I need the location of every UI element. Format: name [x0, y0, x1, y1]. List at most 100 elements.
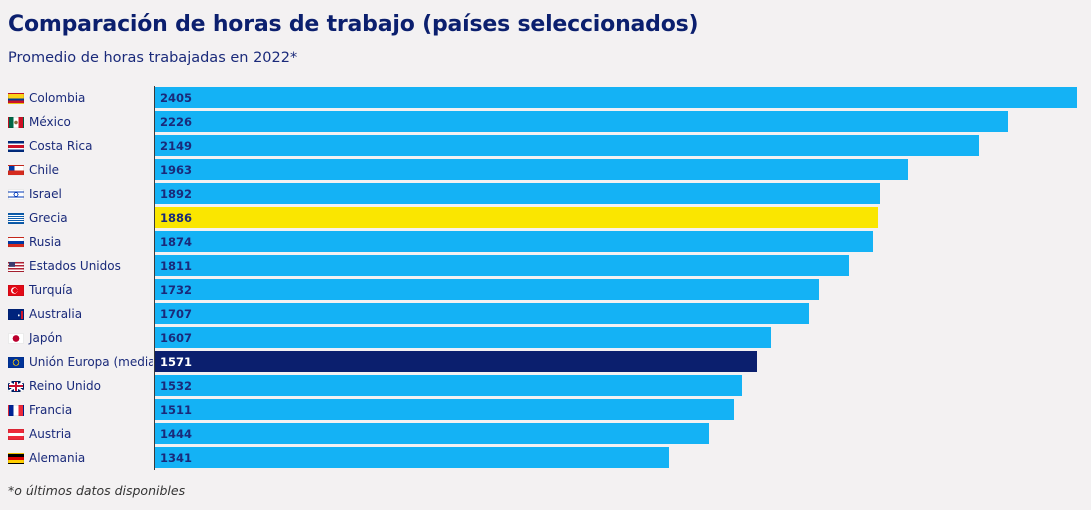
bar-value-label: 1511 — [160, 402, 193, 417]
category-label: Australia — [8, 302, 153, 326]
category-label-text: Estados Unidos — [29, 259, 121, 273]
bar: 1874 — [155, 231, 874, 252]
bar-value-label: 1874 — [160, 234, 193, 249]
turkey-flag-icon — [8, 284, 24, 296]
eu-flag-icon — [8, 356, 24, 368]
chart-title: Comparación de horas de trabajo (países … — [8, 12, 699, 37]
category-label-text: Francia — [29, 403, 73, 417]
category-label-text: Austria — [29, 427, 72, 441]
costa-rica-flag-icon — [8, 140, 24, 152]
bar-value-label: 1892 — [160, 186, 193, 201]
chart-row: Israel 1892 — [0, 182, 1091, 206]
israel-flag-icon — [8, 188, 24, 200]
bar-value-label: 1532 — [160, 378, 193, 393]
chart-row: Japón 1607 — [0, 326, 1091, 350]
chart-row: México 2226 — [0, 110, 1091, 134]
category-label: Reino Unido — [8, 374, 153, 398]
bar-value-label: 1963 — [160, 162, 193, 177]
usa-flag-icon — [8, 260, 24, 272]
chart-row: Rusia 1874 — [0, 230, 1091, 254]
category-label: Chile — [8, 158, 153, 182]
bar: 1892 — [155, 183, 881, 204]
category-label: Israel — [8, 182, 153, 206]
category-label: México — [8, 110, 153, 134]
bar: 2405 — [155, 87, 1077, 108]
bar-value-label: 1732 — [160, 282, 193, 297]
bar: 1732 — [155, 279, 819, 300]
chart-row: Francia 1511 — [0, 398, 1091, 422]
category-label-text: Reino Unido — [29, 379, 101, 393]
russia-flag-icon — [8, 236, 24, 248]
chart-row: Unión Europa (media 1571 — [0, 350, 1091, 374]
bar-value-label: 2226 — [160, 114, 193, 129]
bar-value-label: 1341 — [160, 450, 193, 465]
chart-row: Reino Unido 1532 — [0, 374, 1091, 398]
chart-row: Alemania 1341 — [0, 446, 1091, 470]
category-label-text: México — [29, 115, 71, 129]
category-label-text: Alemania — [29, 451, 86, 465]
bar: 1963 — [155, 159, 908, 180]
bar-value-label: 1811 — [160, 258, 193, 273]
chart-row: Grecia 1886 — [0, 206, 1091, 230]
chart-row: Estados Unidos 1811 — [0, 254, 1091, 278]
category-label-text: Unión Europa (media — [29, 355, 153, 369]
bar: 1444 — [155, 423, 709, 444]
mexico-flag-icon — [8, 116, 24, 128]
bar-value-label: 2149 — [160, 138, 193, 153]
category-label: Costa Rica — [8, 134, 153, 158]
greece-flag-icon — [8, 212, 24, 224]
y-axis-line — [154, 86, 155, 470]
category-label: Austria — [8, 422, 153, 446]
category-label-text: Costa Rica — [29, 139, 93, 153]
bar: 1341 — [155, 447, 670, 468]
bar-value-label: 1571 — [160, 354, 193, 369]
category-label-text: Turquía — [29, 283, 73, 297]
chart-row: Colombia 2405 — [0, 86, 1091, 110]
colombia-flag-icon — [8, 92, 24, 104]
chart-row: Austria 1444 — [0, 422, 1091, 446]
category-label-text: Colombia — [29, 91, 86, 105]
category-label: Rusia — [8, 230, 153, 254]
uk-flag-icon — [8, 380, 24, 392]
bar: 1886 — [155, 207, 879, 228]
bar: 1707 — [155, 303, 810, 324]
category-label: Grecia — [8, 206, 153, 230]
bar: 1532 — [155, 375, 743, 396]
bar-value-label: 1444 — [160, 426, 193, 441]
bar: 1607 — [155, 327, 772, 348]
australia-flag-icon — [8, 308, 24, 320]
bar: 2226 — [155, 111, 1009, 132]
chart-row: Turquía 1732 — [0, 278, 1091, 302]
category-label-text: Grecia — [29, 211, 68, 225]
category-label: Turquía — [8, 278, 153, 302]
bar-value-label: 1607 — [160, 330, 193, 345]
bar-chart: Colombia 2405 México 2226 Costa Rica 2149 Chil… — [0, 86, 1091, 470]
japan-flag-icon — [8, 332, 24, 344]
bar-value-label: 2405 — [160, 90, 193, 105]
bar-value-label: 1707 — [160, 306, 193, 321]
category-label: Colombia — [8, 86, 153, 110]
category-label: Unión Europa (media — [8, 350, 153, 374]
chart-row: Chile 1963 — [0, 158, 1091, 182]
bar: 1571 — [155, 351, 758, 372]
category-label-text: Israel — [29, 187, 62, 201]
bar: 1511 — [155, 399, 735, 420]
austria-flag-icon — [8, 428, 24, 440]
category-label-text: Chile — [29, 163, 60, 177]
category-label: Alemania — [8, 446, 153, 470]
bar: 2149 — [155, 135, 979, 156]
bar: 1811 — [155, 255, 850, 276]
chile-flag-icon — [8, 164, 24, 176]
bar-value-label: 1886 — [160, 210, 193, 225]
category-label: Estados Unidos — [8, 254, 153, 278]
chart-row: Australia 1707 — [0, 302, 1091, 326]
category-label: Francia — [8, 398, 153, 422]
france-flag-icon — [8, 404, 24, 416]
chart-row: Costa Rica 2149 — [0, 134, 1091, 158]
germany-flag-icon — [8, 452, 24, 464]
category-label-text: Rusia — [29, 235, 62, 249]
category-label-text: Australia — [29, 307, 83, 321]
chart-subtitle: Promedio de horas trabajadas en 2022* — [8, 50, 298, 66]
category-label: Japón — [8, 326, 153, 350]
category-label-text: Japón — [29, 331, 63, 345]
